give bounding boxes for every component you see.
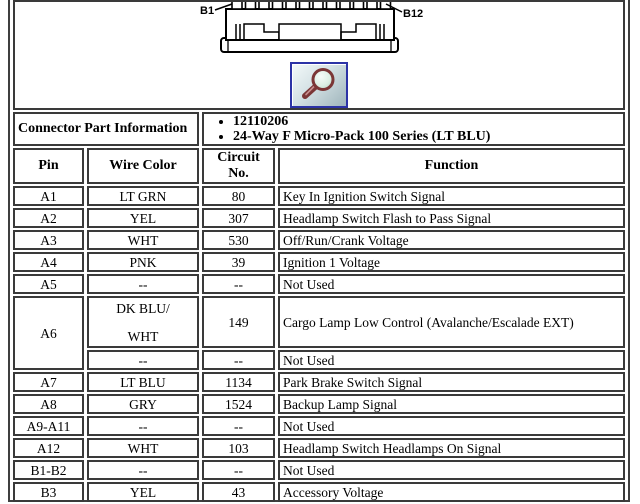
pin-label-b12: B12 xyxy=(403,8,423,20)
col-header-function: Function xyxy=(278,148,625,184)
circuit-cell: 149 xyxy=(202,296,275,348)
table-row: A9-A11 -- -- Not Used xyxy=(13,416,625,436)
function-cell: Off/Run/Crank Voltage xyxy=(278,230,625,250)
function-cell: Headlamp Switch Headlamps On Signal xyxy=(278,438,625,458)
function-cell: Ignition 1 Voltage xyxy=(278,252,625,272)
pin-row-top xyxy=(231,2,392,10)
pin-cell: A2 xyxy=(13,208,84,228)
table-row: A4 PNK 39 Ignition 1 Voltage xyxy=(13,252,625,272)
wire-color-cell: -- xyxy=(87,460,199,480)
part-info-row: Connector Part Information 12110206 24-W… xyxy=(13,112,625,146)
function-cell: Accessory Voltage xyxy=(278,482,625,502)
wire-color-cell: WHT xyxy=(87,230,199,250)
wire-color-cell: YEL xyxy=(87,482,199,502)
table-row: B3 YEL 43 Accessory Voltage xyxy=(13,482,625,502)
pin-cell: A12 xyxy=(13,438,84,458)
table-row-a6-main: A6 DK BLU/ WHT 149 Cargo Lamp Low Contro… xyxy=(13,296,625,370)
function-cell: Headlamp Switch Flash to Pass Signal xyxy=(278,208,625,228)
part-number: 12110206 xyxy=(233,114,620,129)
table-row: A7 LT BLU 1134 Park Brake Switch Signal xyxy=(13,372,625,392)
part-info-values: 12110206 24-Way F Micro-Pack 100 Series … xyxy=(202,112,625,146)
col-header-circuit-no: Circuit No. xyxy=(202,148,275,184)
circuit-cell: -- xyxy=(202,460,275,480)
pin-cell: A5 xyxy=(13,274,84,294)
connector-image-cell: B1 B12 xyxy=(13,0,625,110)
part-info-label: Connector Part Information xyxy=(13,112,199,146)
col-header-wire-color: Wire Color xyxy=(87,148,199,184)
circuit-cell: 39 xyxy=(202,252,275,272)
wire-color-cell: PNK xyxy=(87,252,199,272)
function-cell: Not Used xyxy=(278,350,625,370)
pin-cell: A8 xyxy=(13,394,84,414)
wire-color-cell: LT GRN xyxy=(87,186,199,206)
wire-color-cell: -- xyxy=(87,274,199,294)
function-cell: Key In Ignition Switch Signal xyxy=(278,186,625,206)
function-cell: Backup Lamp Signal xyxy=(278,394,625,414)
wire-color-cell: YEL xyxy=(87,208,199,228)
wire-color-cell: -- xyxy=(87,350,199,370)
table-row: A3 WHT 530 Off/Run/Crank Voltage xyxy=(13,230,625,250)
function-cell: Not Used xyxy=(278,274,625,294)
circuit-cell: 307 xyxy=(202,208,275,228)
pin-cell: B3 xyxy=(13,482,84,502)
table-row: A8 GRY 1524 Backup Lamp Signal xyxy=(13,394,625,414)
wire-color-line1: DK BLU/ xyxy=(116,300,170,316)
circuit-cell: -- xyxy=(202,416,275,436)
function-cell: Park Brake Switch Signal xyxy=(278,372,625,392)
circuit-cell: -- xyxy=(202,350,275,370)
table-row: A5 -- -- Not Used xyxy=(13,274,625,294)
circuit-cell: 1524 xyxy=(202,394,275,414)
part-description: 24-Way F Micro-Pack 100 Series (LT BLU) xyxy=(233,129,620,144)
function-cell: Not Used xyxy=(278,416,625,436)
circuit-cell: 43 xyxy=(202,482,275,502)
zoom-image-button[interactable] xyxy=(290,62,348,108)
pin-cell: A9-A11 xyxy=(13,416,84,436)
pin-cell: A3 xyxy=(13,230,84,250)
header-row: Pin Wire Color Circuit No. Function xyxy=(13,148,625,184)
wire-color-cell: -- xyxy=(87,416,199,436)
function-cell: Not Used xyxy=(278,460,625,480)
wire-color-cell: DK BLU/ WHT xyxy=(87,296,199,348)
circuit-cell: 530 xyxy=(202,230,275,250)
pin-cell: A1 xyxy=(13,186,84,206)
col-header-pin: Pin xyxy=(13,148,84,184)
wire-color-line2: WHT xyxy=(127,328,159,344)
pin-cell: A7 xyxy=(13,372,84,392)
wire-color-cell: WHT xyxy=(87,438,199,458)
page-frame: B1 B12 Con xyxy=(8,0,630,502)
pin-cell: B1-B2 xyxy=(13,460,84,480)
table-row: A12 WHT 103 Headlamp Switch Headlamps On… xyxy=(13,438,625,458)
connector-diagram: B1 B12 xyxy=(200,2,423,53)
circuit-cell: 1134 xyxy=(202,372,275,392)
wire-color-cell: LT BLU xyxy=(87,372,199,392)
circuit-cell: -- xyxy=(202,274,275,294)
pin-cell: A4 xyxy=(13,252,84,272)
pin-label-b1: B1 xyxy=(200,5,214,17)
wire-color-cell: GRY xyxy=(87,394,199,414)
magnifier-icon xyxy=(302,68,335,99)
connector-pinout-table: B1 B12 Con xyxy=(10,0,628,504)
circuit-cell: 103 xyxy=(202,438,275,458)
table-row: A1 LT GRN 80 Key In Ignition Switch Sign… xyxy=(13,186,625,206)
function-cell: Cargo Lamp Low Control (Avalanche/Escala… xyxy=(278,296,625,348)
circuit-cell: 80 xyxy=(202,186,275,206)
table-row: A2 YEL 307 Headlamp Switch Flash to Pass… xyxy=(13,208,625,228)
pin-cell: A6 xyxy=(13,296,84,370)
table-row: B1-B2 -- -- Not Used xyxy=(13,460,625,480)
table-row-a6-sub: -- -- Not Used xyxy=(13,350,625,370)
